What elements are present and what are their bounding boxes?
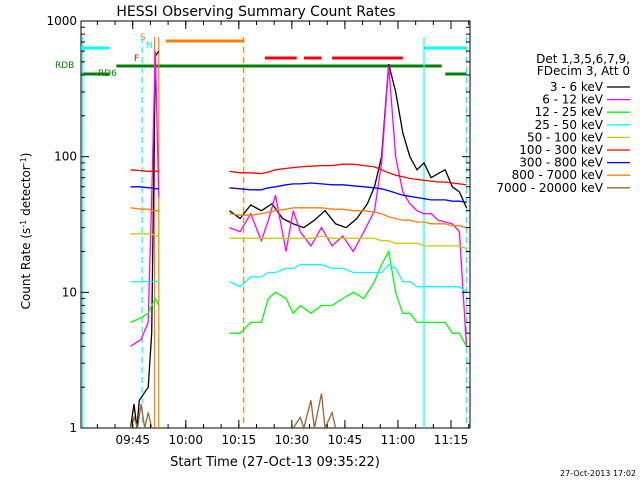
flag-label-n: N — [146, 41, 153, 51]
flag-label-s: S — [140, 33, 146, 43]
legend-entry-label: 12 - 25 keV — [535, 105, 604, 119]
chart-title: HESSI Observing Summary Count Rates — [116, 4, 395, 20]
flag-label-f: F — [134, 54, 139, 64]
legend-entry-label: 50 - 100 keV — [527, 130, 604, 144]
y-tick-label: 1 — [69, 421, 77, 435]
x-tick-label: 10:30 — [275, 433, 310, 447]
plot-frame — [80, 20, 471, 429]
legend-header: Det 1,3,5,6,7,9, — [536, 52, 630, 66]
footer-timestamp: 27-Oct-2013 17:02 — [560, 469, 636, 478]
x-tick-label: 10:45 — [328, 433, 363, 447]
series-line-1 — [130, 51, 468, 347]
legend-entry-label: 300 - 800 keV — [519, 156, 603, 170]
legend-entry-label: 25 - 50 keV — [535, 118, 604, 132]
legend: Det 1,3,5,6,7,9,FDecim 3, Att 0 3 - 6 keV… — [496, 52, 630, 195]
series-line-0 — [129, 50, 468, 429]
y-axis-label: Count Rate (s-1 detector-1) — [19, 153, 34, 310]
legend-entry-label: 3 - 6 keV — [550, 80, 604, 94]
plot-area — [80, 20, 471, 429]
x-tick-label: 11:00 — [381, 433, 416, 447]
x-axis-label: Start Time (27-Oct-13 09:35:22) — [170, 455, 380, 470]
attenuator-flags: RDB RD6 S FN — [55, 33, 468, 428]
series-line-7 — [130, 207, 467, 229]
x-tick-label: 10:15 — [222, 433, 257, 447]
x-tick-label: 11:15 — [434, 433, 469, 447]
legend-header: FDecim 3, Att 0 — [537, 64, 630, 78]
series-line-2 — [130, 249, 468, 347]
legend-entry-label: 100 - 300 keV — [519, 143, 603, 157]
y-tick-label: 10 — [62, 285, 77, 299]
series-line-3 — [130, 263, 467, 293]
x-tick-label: 09:45 — [115, 433, 150, 447]
legend-entry-label: 7000 - 20000 keV — [496, 181, 603, 195]
series-line-6 — [130, 182, 467, 204]
series-line-5 — [130, 163, 467, 186]
flag-label-rd6: RD6 — [98, 69, 117, 79]
y-tick-label: 1000 — [46, 14, 77, 28]
y-tick-label: 100 — [54, 150, 77, 164]
series-line-8 — [129, 393, 337, 431]
legend-entry-label: 6 - 12 keV — [542, 93, 604, 107]
series-lines — [129, 50, 468, 431]
legend-entry-label: 800 - 7000 keV — [512, 168, 604, 182]
flag-label-rdb: RDB — [55, 61, 74, 71]
y-axis: 1 10 100 1000 — [46, 14, 470, 435]
x-tick-label: 10:00 — [168, 433, 203, 447]
series-line-4 — [130, 233, 467, 250]
x-axis: 09:45 10:00 10:15 10:30 10:45 11:00 11:15 — [96, 21, 470, 447]
